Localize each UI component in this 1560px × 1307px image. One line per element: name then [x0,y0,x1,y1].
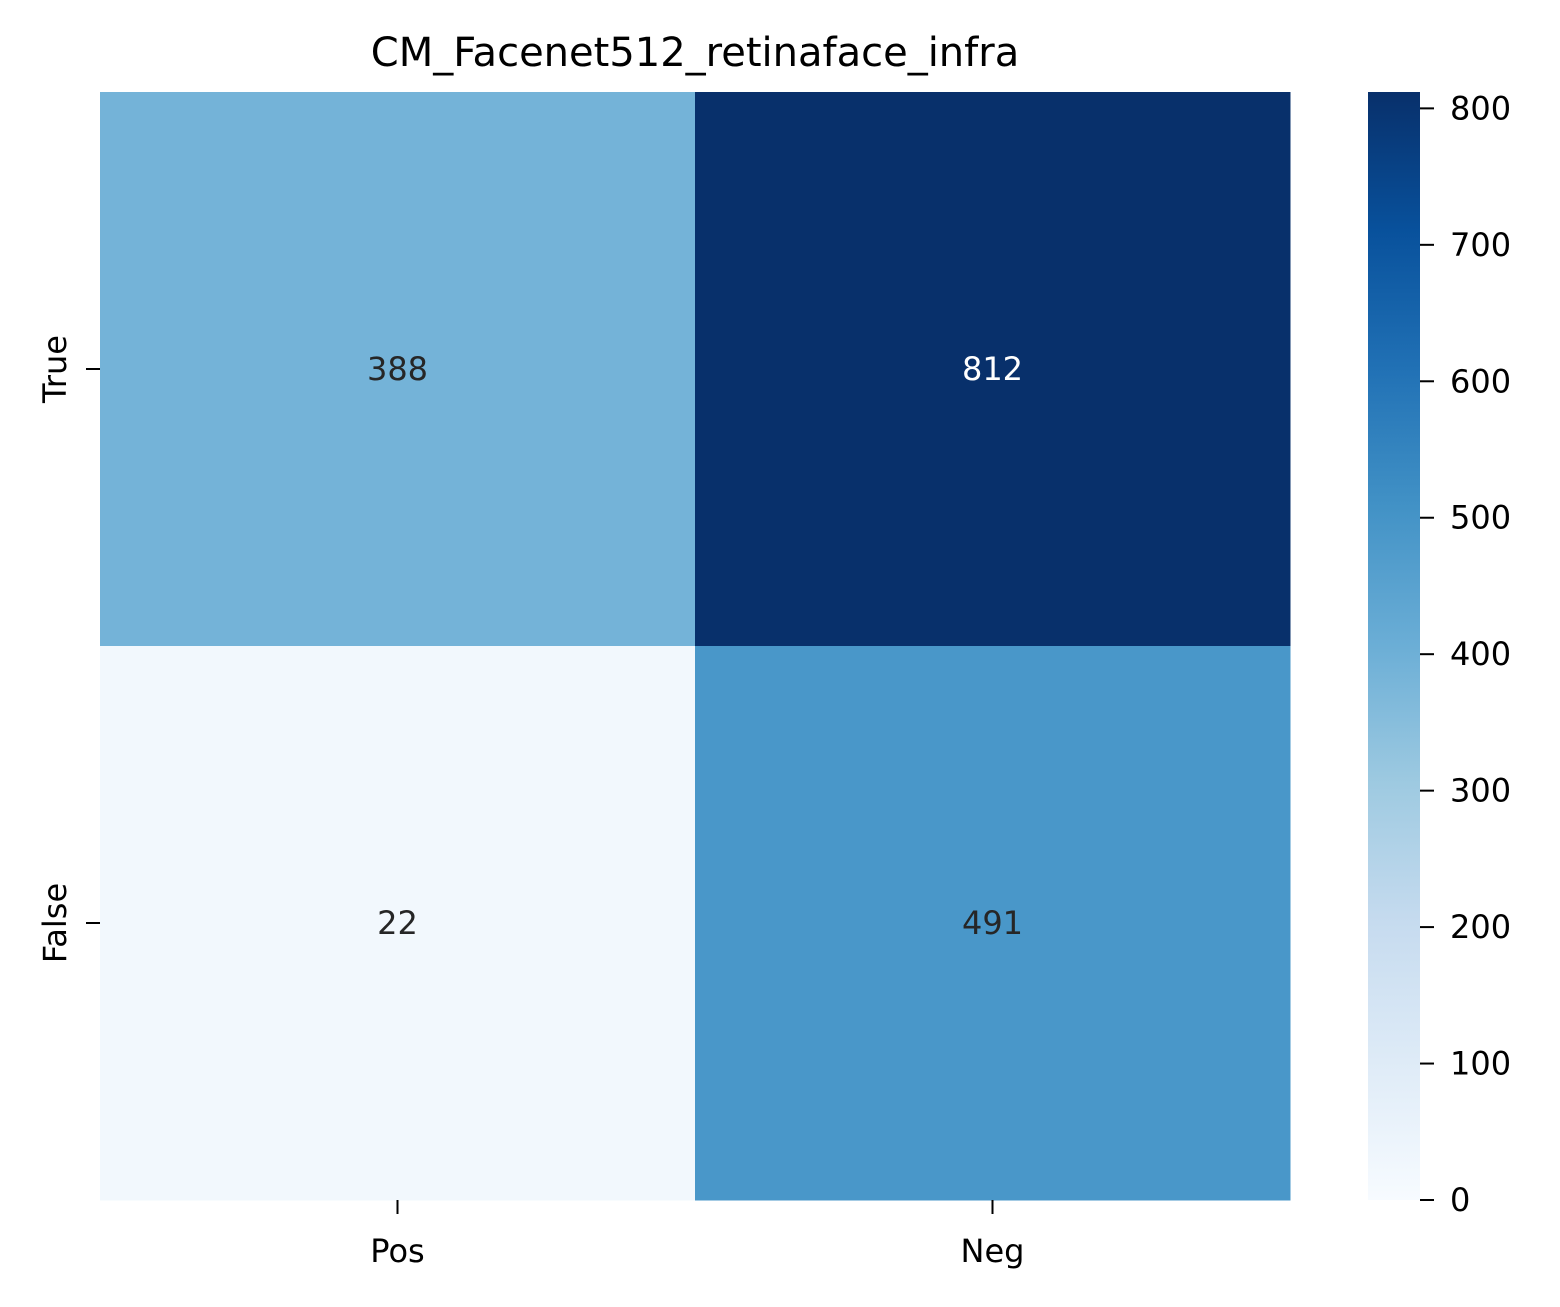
x-tick-label: Pos [370,1232,424,1270]
colorbar-tick-label: 0 [1450,1181,1470,1219]
y-tick-label: False [36,883,74,963]
chart-title: CM_Facenet512_retinaface_infra [371,30,1019,76]
colorbar-tick-label: 100 [1450,1045,1511,1083]
y-axis: True False [36,335,100,963]
colorbar-tick-label: 300 [1450,772,1511,810]
colorbar-tick-label: 200 [1450,908,1511,946]
colorbar [1368,92,1420,1200]
heatmap-cell [100,92,696,647]
cell-value-label: 388 [367,350,428,388]
colorbar-tick-label: 600 [1450,362,1511,400]
heatmap-cell [695,92,1291,647]
colorbar-ticks: 0 100 200 300 400 500 600 700 800 [1420,89,1511,1219]
x-axis: Pos Neg [370,1200,1024,1270]
y-tick-label: True [36,335,74,404]
colorbar-tick-label: 400 [1450,635,1511,673]
colorbar-tick-label: 700 [1450,226,1511,264]
heatmap-cell [695,646,1291,1201]
x-tick-label: Neg [961,1232,1025,1270]
heatmap-cells: 388 812 22 491 [100,92,1291,1201]
colorbar-tick-label: 500 [1450,499,1511,537]
cell-value-label: 491 [962,904,1023,942]
heatmap-cell [100,646,696,1201]
cell-value-label: 22 [377,904,418,942]
cell-value-label: 812 [962,350,1023,388]
colorbar-tick-label: 800 [1450,89,1511,127]
